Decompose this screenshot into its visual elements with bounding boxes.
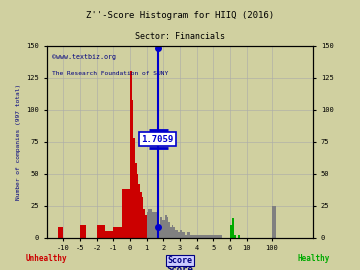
Bar: [172, 225, 173, 238]
Bar: [180, 230, 182, 238]
Bar: [145, 215, 147, 238]
Text: 1.7059: 1.7059: [141, 135, 174, 144]
Bar: [158, 225, 160, 238]
Bar: [80, 225, 86, 238]
Bar: [205, 235, 213, 238]
Bar: [58, 227, 63, 238]
Bar: [182, 232, 183, 238]
Bar: [143, 210, 145, 238]
Bar: [152, 212, 153, 238]
Bar: [188, 232, 190, 238]
Bar: [113, 227, 122, 238]
Bar: [232, 218, 234, 238]
Text: ©www.textbiz.org: ©www.textbiz.org: [52, 53, 116, 60]
Bar: [167, 217, 168, 238]
Bar: [137, 174, 138, 238]
Bar: [192, 235, 193, 238]
Bar: [162, 220, 163, 238]
Bar: [140, 192, 142, 238]
Bar: [132, 100, 133, 238]
Bar: [155, 212, 157, 238]
Y-axis label: Number of companies (997 total): Number of companies (997 total): [16, 84, 21, 200]
Bar: [238, 235, 240, 238]
Bar: [175, 230, 177, 238]
Bar: [197, 235, 205, 238]
Text: Unhealthy: Unhealthy: [26, 254, 68, 262]
Text: Score: Score: [167, 256, 193, 265]
Bar: [122, 189, 130, 238]
Bar: [165, 215, 167, 238]
Bar: [133, 138, 135, 238]
Bar: [105, 231, 113, 238]
Text: Healthy: Healthy: [297, 254, 329, 262]
Bar: [153, 212, 155, 238]
Bar: [185, 235, 186, 238]
Bar: [142, 197, 143, 238]
Bar: [234, 235, 236, 238]
Bar: [186, 232, 188, 238]
Bar: [213, 235, 222, 238]
Bar: [150, 210, 152, 238]
Bar: [190, 235, 192, 238]
Bar: [157, 220, 158, 238]
Bar: [147, 212, 148, 238]
Bar: [138, 184, 140, 238]
Bar: [271, 206, 276, 238]
Bar: [193, 235, 195, 238]
Bar: [97, 225, 105, 238]
Bar: [148, 210, 150, 238]
Bar: [195, 235, 197, 238]
Bar: [178, 232, 180, 238]
Bar: [160, 217, 162, 238]
Bar: [183, 232, 185, 238]
Bar: [130, 72, 132, 238]
Text: Z''-Score Histogram for HIIQ (2016): Z''-Score Histogram for HIIQ (2016): [86, 11, 274, 20]
Bar: [163, 220, 165, 238]
Text: Sector: Financials: Sector: Financials: [135, 32, 225, 41]
X-axis label: Score: Score: [167, 265, 193, 270]
Bar: [168, 222, 170, 238]
Bar: [170, 227, 172, 238]
Text: The Research Foundation of SUNY: The Research Foundation of SUNY: [52, 71, 168, 76]
Bar: [230, 225, 232, 238]
Bar: [135, 163, 137, 238]
Bar: [173, 227, 175, 238]
Bar: [177, 230, 178, 238]
